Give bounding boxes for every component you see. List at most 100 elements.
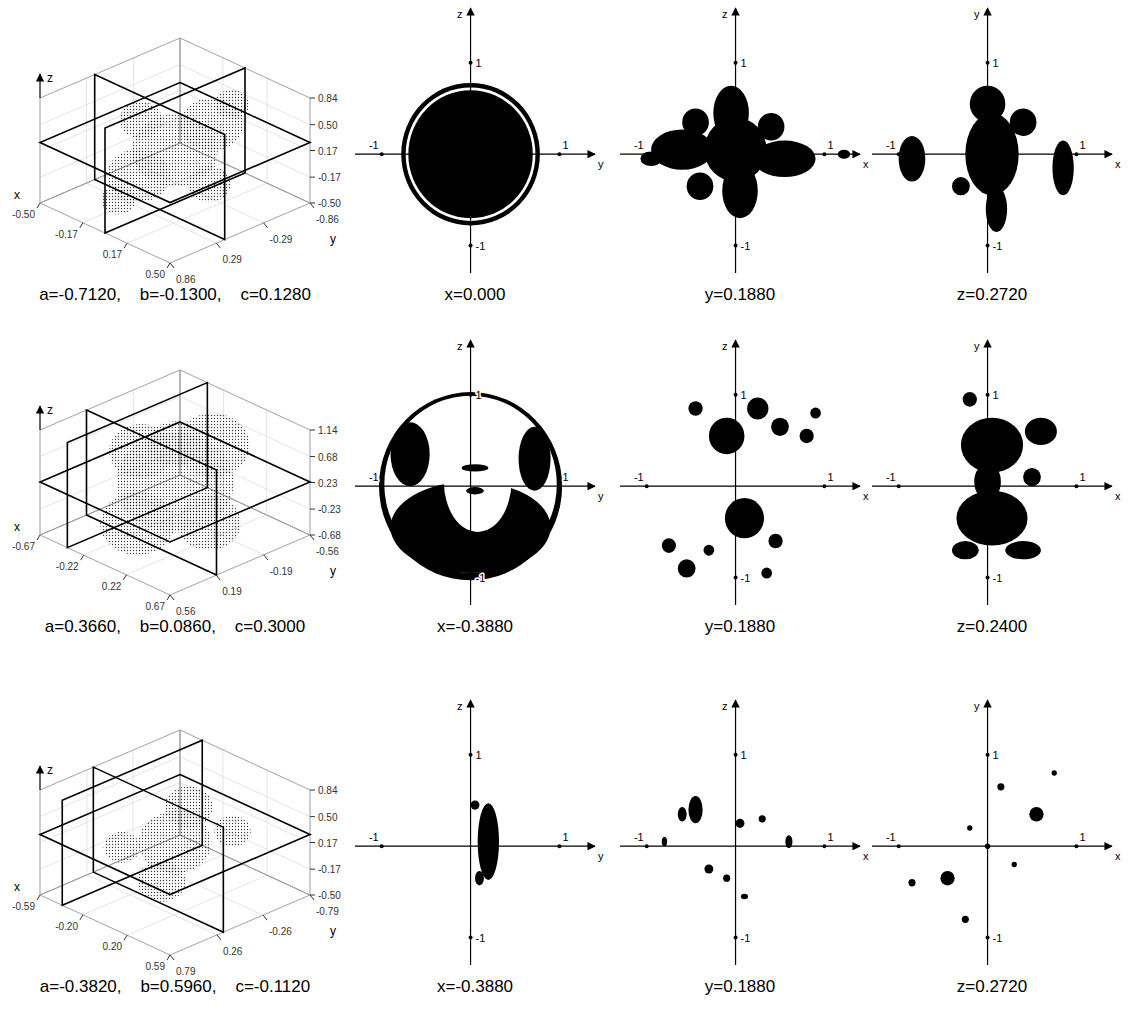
tick-label: -1 — [886, 831, 896, 843]
tick — [734, 936, 738, 940]
tick-label: -1 — [741, 572, 751, 584]
tick — [897, 152, 901, 156]
fractal-region — [741, 894, 748, 899]
tick — [986, 393, 990, 397]
tick — [469, 936, 473, 940]
tick — [216, 575, 220, 580]
tick-label: -0.20 — [55, 921, 78, 932]
tick — [264, 223, 268, 228]
tick — [80, 915, 83, 920]
tick-label: -0.23 — [318, 504, 341, 515]
tick-label: 0.17 — [318, 146, 338, 157]
z-axis-arrow — [39, 406, 40, 430]
axis-label: y — [974, 8, 980, 20]
tick-label: -0.79 — [316, 906, 339, 917]
tick — [897, 844, 901, 848]
fractal-region — [475, 871, 484, 886]
section-plane — [93, 767, 223, 932]
tick-label: 0.67 — [146, 601, 166, 612]
tick — [469, 244, 473, 248]
fractal-region — [961, 418, 1023, 473]
fractal-region — [967, 825, 972, 830]
panel-3d: -0.50-0.170.170.50-0.86-0.290.290.860.84… — [12, 38, 341, 285]
axis-label: x — [14, 880, 20, 894]
slice-caption: z=0.2400 — [957, 617, 1027, 636]
tick-label: 0.17 — [103, 249, 123, 260]
row-caption: a=0.3660, b=0.0860, c=0.3000 — [45, 617, 305, 636]
panel-slice: xz-11-11y=0.1880 — [620, 8, 869, 304]
tick-label: -1 — [369, 471, 379, 483]
tick — [217, 935, 221, 940]
shapes — [899, 86, 1074, 232]
tick-label: -1 — [476, 932, 486, 944]
axis-label: z — [457, 700, 463, 712]
fractal-region — [391, 422, 430, 486]
tick-label: 0.84 — [318, 785, 338, 796]
tick — [310, 535, 314, 540]
section-plane — [62, 740, 202, 905]
tick — [310, 535, 315, 536]
tick — [822, 844, 826, 848]
fractal-region — [471, 801, 480, 810]
fractal-region — [1012, 862, 1017, 867]
tick-label: -0.50 — [318, 198, 341, 209]
tick-label: 0.50 — [318, 120, 338, 131]
slice-caption: z=0.2720 — [957, 977, 1027, 996]
z-axis-arrow — [39, 74, 40, 98]
tick-label: 0.50 — [318, 812, 338, 823]
tick-label: -0.22 — [56, 561, 79, 572]
cloud — [100, 492, 175, 556]
y-axis — [470, 8, 471, 273]
fractal-region — [723, 875, 730, 882]
axis-label: z — [47, 763, 53, 777]
fractal-region — [704, 545, 715, 556]
tick-label: 1 — [741, 57, 747, 69]
tick — [124, 935, 127, 940]
tick — [734, 61, 738, 65]
tick — [310, 482, 315, 483]
fractal-region — [940, 871, 954, 886]
panel-slice: xz-11-11y=0.1880 — [620, 700, 869, 996]
fractal-region — [963, 392, 977, 407]
fractal-region — [678, 559, 696, 577]
fractal-region — [771, 418, 789, 436]
tick — [557, 484, 561, 488]
tick-label: 1 — [476, 57, 482, 69]
tick-label: -1 — [886, 471, 896, 483]
point-cloud — [101, 90, 249, 215]
tick — [310, 430, 315, 431]
axis-label: y — [974, 340, 980, 352]
tick-label: 0.50 — [146, 269, 166, 280]
axis-label: z — [457, 340, 463, 352]
tick — [986, 61, 990, 65]
fractal-region — [725, 498, 764, 538]
y-axis — [470, 340, 471, 605]
cloud — [164, 786, 213, 827]
tick-label: 1 — [1079, 139, 1085, 151]
y-axis — [735, 340, 736, 605]
tick-label: 0.19 — [222, 586, 242, 597]
y-axis — [735, 700, 736, 965]
tick — [37, 895, 40, 900]
fractal-region — [759, 815, 766, 822]
panel-slice: xz-11-11y=0.1880 — [620, 340, 869, 636]
tick — [469, 576, 473, 580]
tick — [380, 152, 384, 156]
tick-label: -0.17 — [55, 229, 78, 240]
tick-label: -1 — [634, 471, 644, 483]
tick-label: 1 — [1079, 831, 1085, 843]
slice-caption: y=0.1880 — [705, 285, 775, 304]
axis-label: y — [598, 490, 604, 502]
z-axis-arrow — [39, 766, 40, 790]
panel-3d: -0.59-0.200.200.59-0.79-0.260.260.790.84… — [12, 730, 341, 977]
axis-label: z — [722, 340, 728, 352]
tick — [310, 203, 315, 204]
axis-label: x — [863, 158, 869, 170]
tick-label: -0.17 — [318, 864, 341, 875]
tick — [645, 484, 649, 488]
tick-label: 1.14 — [318, 425, 338, 436]
fractal-region — [678, 807, 687, 822]
tick-label: 0.20 — [103, 941, 123, 952]
tick-label: -0.50 — [318, 890, 341, 901]
tick — [216, 243, 220, 248]
